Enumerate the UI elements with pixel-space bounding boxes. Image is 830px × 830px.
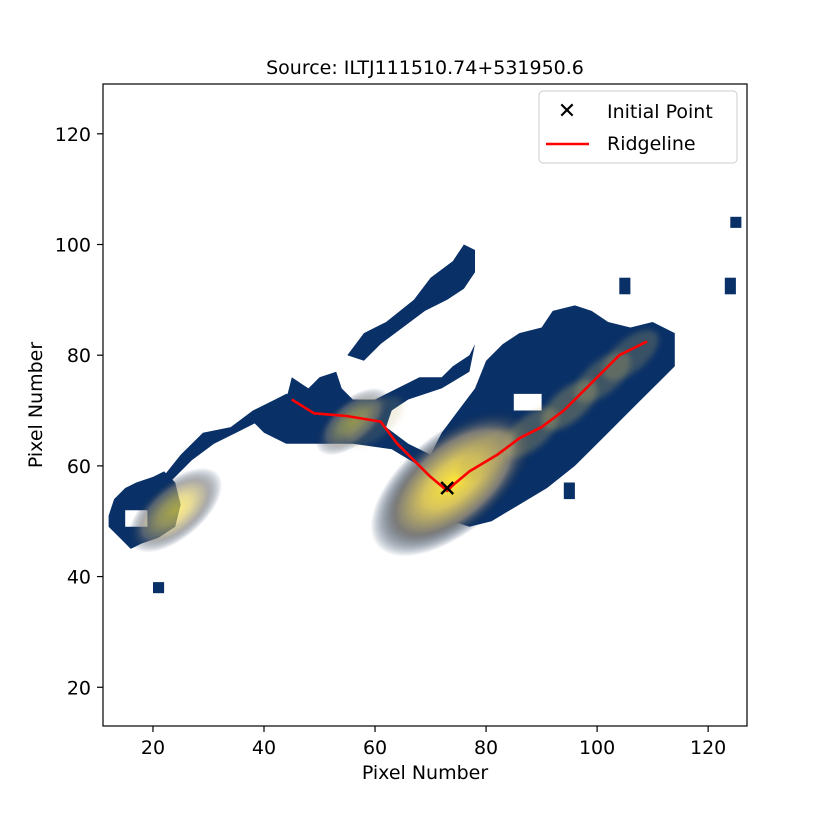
- emission-western-blob: [108, 467, 223, 553]
- y-tick-label: 120: [55, 124, 91, 146]
- emission-spot-1: [563, 482, 575, 500]
- emission-spot-4: [730, 216, 742, 228]
- y-tick-label: 60: [67, 456, 91, 478]
- legend: ✕ Initial Point Ridgeline: [538, 90, 738, 164]
- ridgeline-series: [291, 340, 648, 493]
- x-axis-label: Pixel Number: [362, 762, 488, 784]
- emission-region-spot-4: [730, 216, 742, 228]
- chart-title: Source: ILTJ111510.74+531950.6: [266, 57, 584, 79]
- emission-spot-2: [619, 277, 631, 295]
- initial-point-marker: [440, 481, 455, 495]
- plot-frame: [102, 83, 748, 727]
- plot-background: [103, 84, 747, 726]
- emission-region-spot-2: [619, 277, 631, 295]
- y-tick-label: 80: [67, 345, 91, 367]
- initial-point-layer: [440, 481, 455, 495]
- emission-region-north-streak: [347, 244, 475, 361]
- y-tick-label: 100: [55, 235, 91, 257]
- legend-entry-initial-point: ✕ Initial Point: [558, 99, 713, 124]
- x-axis: 20 40 60 80 100 120: [141, 726, 726, 759]
- x-tick-label: 120: [690, 737, 726, 759]
- legend-entry-ridgeline: Ridgeline: [546, 133, 696, 155]
- emission-spot-3: [724, 277, 736, 295]
- emission-spot-5: [153, 582, 165, 594]
- heatmap-layer: [108, 216, 742, 594]
- legend-label-ridgeline: Ridgeline: [607, 133, 696, 155]
- legend-label-initial-point: Initial Point: [607, 101, 713, 123]
- x-tick-label: 100: [579, 737, 615, 759]
- x-tick-label: 60: [363, 737, 387, 759]
- emission-north-streak: [347, 244, 475, 361]
- emission-region-spot-1: [563, 482, 575, 500]
- x-tick-label: 20: [141, 737, 165, 759]
- ridgeline-layer: [291, 340, 648, 493]
- emission-glow-0: [458, 429, 515, 480]
- emission-region-spot-3: [724, 277, 736, 295]
- legend-marker-initial-point: ✕: [558, 99, 576, 124]
- emission-region-spot-5: [153, 582, 165, 594]
- x-tick-label: 80: [474, 737, 498, 759]
- y-axis: 20 40 60 80 100 120: [55, 124, 103, 699]
- y-tick-label: 40: [67, 567, 91, 589]
- emission-region-neck: [158, 393, 298, 483]
- y-tick-label: 20: [67, 677, 91, 699]
- y-axis-label: Pixel Number: [25, 342, 47, 468]
- emission-neck: [158, 393, 298, 483]
- x-tick-label: 40: [252, 737, 276, 759]
- emission-peak-western-blob: [128, 467, 223, 553]
